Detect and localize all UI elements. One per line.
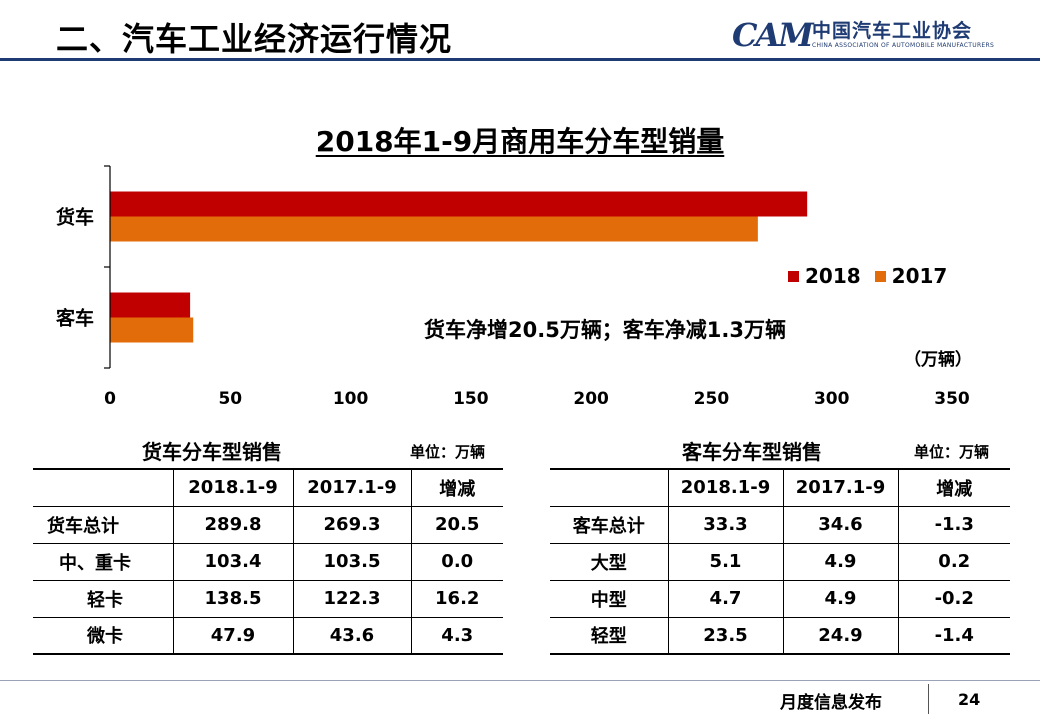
bar-2018-1 — [110, 292, 191, 318]
footer-rule — [0, 680, 1040, 681]
row-label: 轻型 — [550, 617, 668, 655]
table-cell: 47.9 — [172, 617, 293, 655]
table-header-cell: 2017.1-9 — [292, 468, 411, 507]
x-tick-label: 250 — [694, 389, 730, 409]
x-tick-label: 50 — [218, 389, 242, 409]
x-tick-label: 200 — [573, 389, 609, 409]
table-row: 大型 5.1 4.9 0.2 — [550, 543, 1010, 581]
table-cell: 16.2 — [410, 580, 503, 618]
table-row: 中型 4.7 4.9 -0.2 — [550, 580, 1010, 618]
table-header-cell: 2018.1-9 — [172, 468, 293, 507]
table-cell: 20.5 — [410, 506, 503, 544]
legend-swatch-2017 — [874, 270, 886, 282]
truck-sales-table: 2018.1-9 2017.1-9 增减 货车总计 289.8 269.3 20… — [33, 468, 503, 655]
legend-label-2018: 2018 — [805, 264, 861, 288]
bus-table-unit: 单位：万辆 — [914, 443, 990, 461]
table-cell: 122.3 — [292, 580, 411, 618]
chart-annotation: 货车净增20.5万辆；客车净减1.3万辆 — [424, 318, 787, 342]
table-row: 轻型 23.5 24.9 -1.4 — [550, 617, 1010, 655]
caam-logo: CAM 中国汽车工业协会 CHINA ASSOCIATION OF AUTOMO… — [732, 14, 1012, 54]
truck-table-unit: 单位：万辆 — [410, 443, 486, 461]
table-cell: 138.5 — [172, 580, 293, 618]
x-tick-label: 0 — [104, 389, 116, 409]
table-header-row: 2018.1-9 2017.1-9 增减 — [33, 468, 503, 507]
category-label: 客车 — [56, 307, 94, 330]
table-cell: -1.3 — [897, 506, 1010, 544]
table-row: 客车总计 33.3 34.6 -1.3 — [550, 506, 1010, 544]
table-cell: 103.4 — [172, 543, 293, 581]
table-cell: 269.3 — [292, 506, 411, 544]
caam-logo-mark: CAM — [732, 16, 814, 54]
chart-legend: 2018 2017 — [788, 264, 961, 288]
caam-logo-cn: 中国汽车工业协会 — [812, 20, 973, 42]
table-header-cell: 增减 — [897, 468, 1010, 507]
table-cell: -0.2 — [897, 580, 1010, 618]
table-cell: 5.1 — [667, 543, 783, 581]
bar-2017-1 — [110, 317, 194, 343]
table-cell: 33.3 — [667, 506, 783, 544]
table-header-cell: 2017.1-9 — [782, 468, 898, 507]
table-header-cell — [33, 468, 173, 507]
category-label: 货车 — [56, 206, 94, 229]
table-row: 货车总计 289.8 269.3 20.5 — [33, 506, 503, 544]
caam-logo-en: CHINA ASSOCIATION OF AUTOMOBILE MANUFACT… — [812, 42, 995, 49]
row-label: 客车总计 — [550, 506, 668, 544]
row-label: 轻卡 — [33, 580, 173, 618]
table-cell: 0.0 — [410, 543, 503, 581]
bar-2017-0 — [110, 216, 758, 242]
bar-2018-0 — [110, 191, 808, 217]
row-label: 货车总计 — [33, 506, 173, 544]
table-header-cell: 增减 — [410, 468, 503, 507]
table-cell: 34.6 — [782, 506, 898, 544]
x-tick-label: 300 — [814, 389, 850, 409]
table-cell: 4.3 — [410, 617, 503, 655]
table-cell: 4.9 — [782, 543, 898, 581]
chart-title: 2018年1-9月商用车分车型销量 — [315, 125, 725, 158]
truck-table-title: 货车分车型销售 — [142, 440, 282, 464]
table-cell: 43.6 — [292, 617, 411, 655]
footer-label: 月度信息发布 — [780, 693, 882, 713]
table-header-cell: 2018.1-9 — [667, 468, 783, 507]
header-rule — [0, 58, 1040, 61]
table-cell: 103.5 — [292, 543, 411, 581]
table-cell: 289.8 — [172, 506, 293, 544]
row-label: 中型 — [550, 580, 668, 618]
footer-divider — [928, 684, 929, 714]
chart-unit-label: （万辆） — [904, 350, 972, 370]
x-tick-label: 150 — [453, 389, 489, 409]
legend-swatch-2018 — [788, 270, 799, 282]
table-row: 轻卡 138.5 122.3 16.2 — [33, 580, 503, 618]
table-cell: -1.4 — [897, 617, 1010, 655]
table-row: 中、重卡 103.4 103.5 0.0 — [33, 543, 503, 581]
table-cell: 0.2 — [897, 543, 1010, 581]
row-label: 大型 — [550, 543, 668, 581]
table-cell: 4.7 — [667, 580, 783, 618]
legend-item-2017: 2017 — [874, 264, 948, 288]
row-label: 微卡 — [33, 617, 173, 655]
page-number: 24 — [958, 690, 981, 709]
legend-item-2018: 2018 — [788, 264, 861, 288]
bus-table-title: 客车分车型销售 — [682, 440, 822, 464]
x-tick-label: 350 — [934, 389, 970, 409]
row-label: 中、重卡 — [33, 543, 173, 581]
table-cell: 4.9 — [782, 580, 898, 618]
table-header-cell — [550, 468, 668, 507]
table-header-row: 2018.1-9 2017.1-9 增减 — [550, 468, 1010, 507]
x-tick-label: 100 — [333, 389, 369, 409]
table-row: 微卡 47.9 43.6 4.3 — [33, 617, 503, 655]
legend-label-2017: 2017 — [891, 264, 948, 288]
page-title: 二、汽车工业经济运行情况 — [56, 20, 453, 58]
table-cell: 24.9 — [782, 617, 898, 655]
bus-sales-table: 2018.1-9 2017.1-9 增减 客车总计 33.3 34.6 -1.3… — [550, 468, 1010, 655]
table-cell: 23.5 — [667, 617, 783, 655]
